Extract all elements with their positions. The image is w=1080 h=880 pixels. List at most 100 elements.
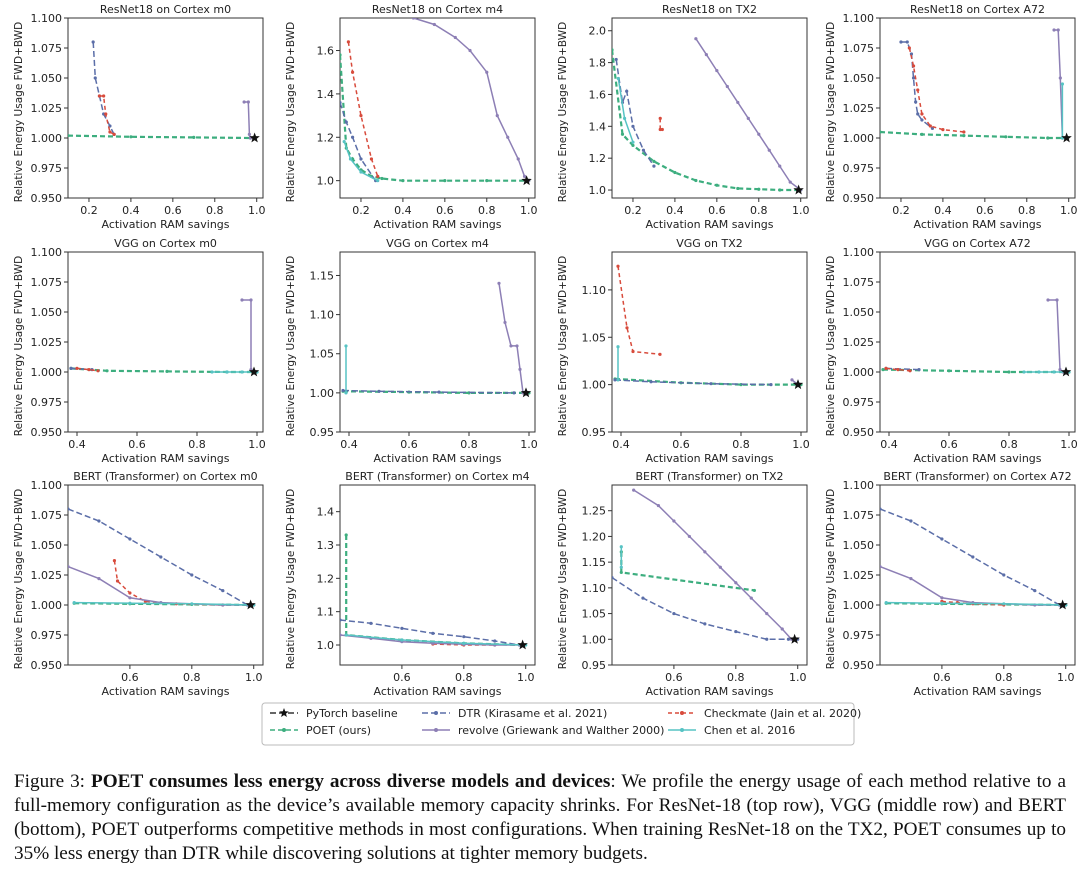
series-poet (880, 130, 1063, 140)
point-dtr (344, 120, 348, 124)
subplot-title: ResNet18 on TX2 (662, 3, 757, 16)
point-dtr (128, 537, 132, 541)
plot-frame (879, 484, 1076, 666)
y-tick-label: 1.050 (843, 306, 875, 319)
point-checkmate (928, 124, 932, 128)
point-poet (962, 134, 966, 138)
point-dtr (69, 366, 73, 370)
point-poet (757, 187, 761, 191)
series-revolve (413, 18, 530, 182)
point-dtr (786, 637, 791, 641)
series-dtr (92, 41, 115, 135)
point-poet (380, 176, 384, 181)
point-chen (940, 601, 944, 605)
x-tick-label: 0.8 (995, 671, 1013, 684)
point-revolve (1055, 298, 1059, 302)
series-chen (74, 601, 254, 606)
point-revolve (765, 611, 769, 616)
subplot-title: ResNet18 on Cortex m0 (100, 3, 231, 16)
point-revolve (468, 48, 472, 53)
point-revolve (694, 37, 698, 41)
subplot-11: BERT (Transformer) on TX2 0.6 0.8 1.0 0.95 1.… (557, 470, 808, 698)
point-checkmate (75, 366, 79, 370)
y-tick-label: 1.000 (843, 132, 875, 145)
point-chen (344, 344, 348, 348)
point-poet (620, 132, 625, 136)
y-tick-label: 1.050 (843, 539, 875, 552)
point-chen (884, 601, 888, 605)
y-tick-label: 1.100 (31, 479, 63, 492)
series-group (612, 37, 803, 192)
point-dtr (377, 389, 381, 393)
point-dtr (221, 589, 225, 593)
series-dtr (70, 367, 93, 371)
point-revolve (746, 116, 750, 120)
x-tick-label: 1.0 (792, 204, 810, 217)
y-tick-label: 1.075 (31, 276, 63, 289)
subplot-title: BERT (Transformer) on Cortex A72 (883, 470, 1071, 483)
point-checkmate (346, 40, 350, 44)
point-revolve (68, 565, 70, 569)
y-tick-label: 1.2 (589, 152, 607, 165)
point-revolve (249, 298, 253, 302)
y-tick-label: 1.10 (582, 284, 607, 297)
point-revolve (687, 534, 691, 539)
point-revolve (497, 281, 501, 285)
x-tick-label: 1.0 (792, 438, 810, 451)
point-chen (622, 116, 627, 120)
y-axis-label: Relative Energy Usage FWD+BWD (13, 22, 25, 202)
point-revolve (432, 22, 436, 27)
y-tick-label: 0.950 (31, 192, 63, 205)
point-dtr (917, 368, 921, 372)
y-tick-label: 0.975 (843, 396, 875, 409)
point-poet (1004, 135, 1008, 139)
y-tick-label: 0.95 (582, 659, 607, 672)
subplot-4: ResNet18 on Cortex A72 0.2 0.4 0.6 0.8 1.0 0.9… (825, 3, 1077, 231)
series-revolve (498, 283, 524, 393)
y-tick-label: 1.050 (31, 539, 63, 552)
point-poet (947, 369, 951, 373)
point-revolve (780, 627, 784, 631)
y-tick-label: 1.100 (31, 12, 63, 25)
x-tick-label: 0.8 (183, 671, 201, 684)
point-revolve (672, 519, 676, 523)
baseline-star (793, 184, 804, 195)
point-dtr (1002, 573, 1006, 577)
legend-label-poet: POET (ours) (306, 724, 371, 737)
y-tick-label: 1.075 (31, 509, 63, 522)
y-tick-label: 1.075 (843, 42, 875, 55)
y-tick-label: 1.000 (31, 132, 63, 145)
y-tick-label: 1.000 (31, 599, 63, 612)
point-chen (342, 140, 346, 144)
x-tick-label: 0.8 (460, 438, 478, 451)
x-tick-label: 1.0 (248, 204, 266, 217)
point-poet (443, 179, 447, 183)
point-dtr (93, 76, 97, 80)
x-tick-label: 1.0 (520, 438, 538, 451)
point-checkmate (108, 130, 112, 134)
x-tick-label: 0.4 (68, 438, 86, 451)
point-dtr (437, 390, 441, 394)
y-axis-label: Relative Energy Usage FWD+BWD (557, 22, 569, 202)
point-poet (192, 135, 196, 139)
series-chen (343, 141, 379, 182)
x-tick-label: 0.6 (128, 438, 146, 451)
y-tick-label: 1.05 (310, 348, 335, 361)
x-tick-label: 0.2 (624, 204, 642, 217)
series-group (880, 507, 1068, 607)
y-tick-label: 0.950 (31, 659, 63, 672)
point-dtr (765, 637, 769, 641)
point-checkmate (112, 559, 117, 563)
point-dtr (641, 596, 645, 600)
subplot-7: VGG on TX2 0.4 0.6 0.8 1.0 0.95 1.00 1.05 1.10 Ac… (557, 237, 810, 465)
subplot-8: VGG on Cortex A72 0.4 0.6 0.8 1.0 0.950 0.975 1… (825, 237, 1078, 465)
subplot-6: VGG on Cortex m4 0.4 0.6 0.8 1.0 0.95 1.00 1.05… (285, 237, 538, 465)
point-dtr (880, 507, 882, 511)
point-revolve (767, 148, 771, 152)
point-dtr (350, 135, 355, 139)
point-poet (344, 533, 348, 537)
y-tick-label: 0.975 (843, 629, 875, 642)
y-tick-label: 1.100 (843, 246, 875, 259)
y-tick-label: 1.050 (843, 72, 875, 85)
baseline-star (517, 639, 528, 650)
